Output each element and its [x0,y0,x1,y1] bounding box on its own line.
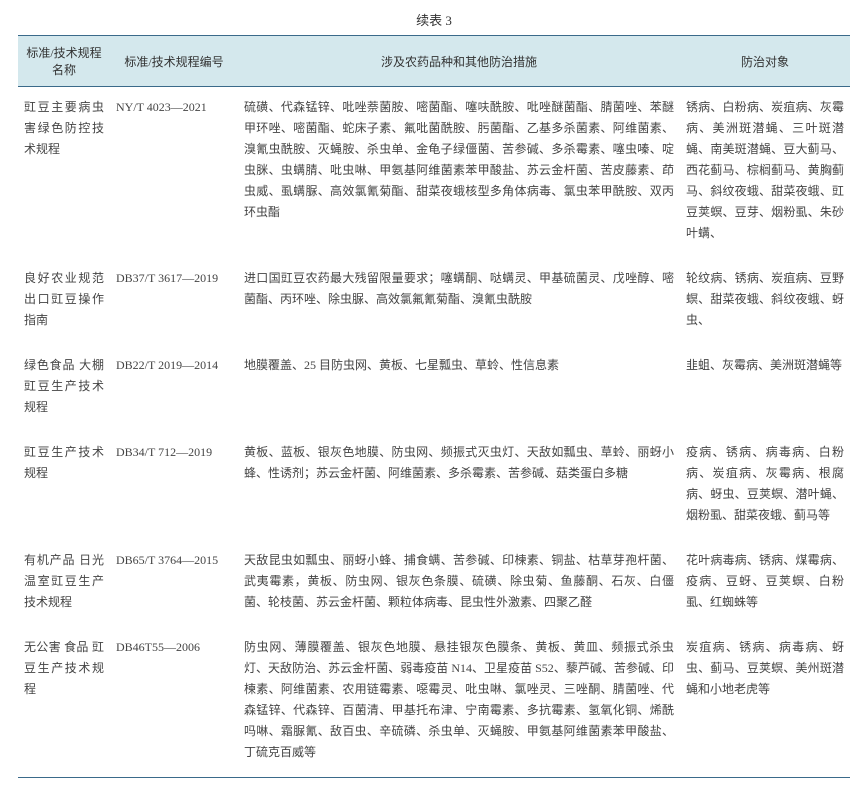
table-caption: 续表 3 [18,10,850,29]
cell-measures: 进口国豇豆农药最大残留限量要求；噻螨酮、哒螨灵、甲基硫菌灵、戊唑醇、嘧菌酯、丙环… [238,258,680,345]
cell-code: DB46T55—2006 [110,627,238,778]
cell-code: DB65/T 3764—2015 [110,540,238,627]
table-row: 有机产品 日光温室豇豆生产技术规程 DB65/T 3764—2015 天敌昆虫如… [18,540,850,627]
table-row: 豇豆主要病虫害绿色防控技术规程 NY/T 4023—2021 硫磺、代森锰锌、吡… [18,87,850,259]
cell-target: 疫病、锈病、病毒病、白粉病、炭疽病、灰霉病、根腐病、蚜虫、豆荚螟、潜叶蝇、烟粉虱… [680,432,850,540]
header-row: 标准/技术规程名称 标准/技术规程编号 涉及农药品种和其他防治措施 防治对象 [18,36,850,87]
cell-name: 绿色食品 大棚豇豆生产技术规程 [18,345,110,432]
cell-target: 花叶病毒病、锈病、煤霉病、疫病、豆蚜、豆荚螟、白粉虱、红蜘蛛等 [680,540,850,627]
table-row: 豇豆生产技术规程 DB34/T 712—2019 黄板、蓝板、银灰色地膜、防虫网… [18,432,850,540]
cell-name: 豇豆主要病虫害绿色防控技术规程 [18,87,110,259]
table-row: 良好农业规范出口豇豆操作指南 DB37/T 3617—2019 进口国豇豆农药最… [18,258,850,345]
standards-table: 标准/技术规程名称 标准/技术规程编号 涉及农药品种和其他防治措施 防治对象 豇… [18,35,850,778]
cell-measures: 硫磺、代森锰锌、吡唑萘菌胺、嘧菌酯、噻呋酰胺、吡唑醚菌酯、腈菌唑、苯醚甲环唑、嘧… [238,87,680,259]
cell-code: DB34/T 712—2019 [110,432,238,540]
cell-name: 有机产品 日光温室豇豆生产技术规程 [18,540,110,627]
cell-target: 锈病、白粉病、炭疽病、灰霉病、美洲斑潜蝇、三叶斑潜蝇、南美斑潜蝇、豆大蓟马、西花… [680,87,850,259]
col-header-measures: 涉及农药品种和其他防治措施 [238,36,680,87]
col-header-target: 防治对象 [680,36,850,87]
cell-code: DB37/T 3617—2019 [110,258,238,345]
cell-target: 韭蛆、灰霉病、美洲斑潜蝇等 [680,345,850,432]
col-header-code: 标准/技术规程编号 [110,36,238,87]
cell-code: NY/T 4023—2021 [110,87,238,259]
table-row: 无公害 食品 豇豆生产技术规程 DB46T55—2006 防虫网、薄膜覆盖、银灰… [18,627,850,778]
table-row: 绿色食品 大棚豇豆生产技术规程 DB22/T 2019—2014 地膜覆盖、25… [18,345,850,432]
col-header-name: 标准/技术规程名称 [18,36,110,87]
cell-measures: 天敌昆虫如瓢虫、丽蚜小蜂、捕食螨、苦参碱、印楝素、铜盐、枯草芽孢杆菌、武夷霉素，… [238,540,680,627]
cell-target: 炭疽病、锈病、病毒病、蚜虫、蓟马、豆荚螟、美州斑潜蝇和小地老虎等 [680,627,850,778]
cell-target: 轮纹病、锈病、炭疽病、豆野螟、甜菜夜蛾、斜纹夜蛾、蚜虫、 [680,258,850,345]
cell-measures: 地膜覆盖、25 目防虫网、黄板、七星瓢虫、草蛉、性信息素 [238,345,680,432]
cell-name: 良好农业规范出口豇豆操作指南 [18,258,110,345]
cell-measures: 防虫网、薄膜覆盖、银灰色地膜、悬挂银灰色膜条、黄板、黄皿、频振式杀虫灯、天敌防治… [238,627,680,778]
cell-measures: 黄板、蓝板、银灰色地膜、防虫网、频振式灭虫灯、天敌如瓢虫、草蛉、丽蚜小蜂、性诱剂… [238,432,680,540]
cell-name: 无公害 食品 豇豆生产技术规程 [18,627,110,778]
cell-code: DB22/T 2019—2014 [110,345,238,432]
cell-name: 豇豆生产技术规程 [18,432,110,540]
